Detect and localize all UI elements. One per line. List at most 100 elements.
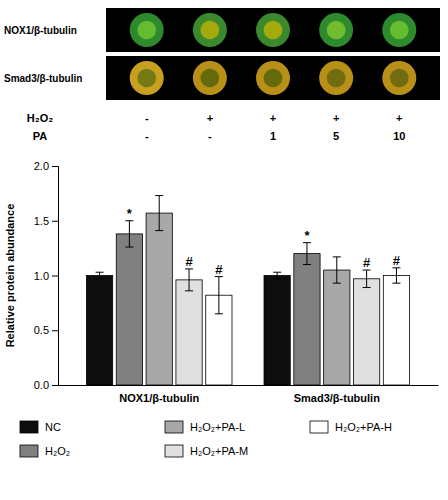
blot-band-inner xyxy=(327,21,346,40)
legend-label: H₂O₂ xyxy=(45,445,70,457)
significance-marker: * xyxy=(304,228,310,243)
bar xyxy=(353,279,379,385)
legend-label: H₂O₂+PA-M xyxy=(190,445,248,457)
legend-swatch xyxy=(165,421,183,433)
legend-item: H₂O₂ xyxy=(20,445,70,457)
blot-band-inner xyxy=(327,69,346,88)
blot-band-inner xyxy=(390,21,409,40)
bar xyxy=(176,280,202,385)
y-tick-mark xyxy=(52,276,58,277)
blot-row-label: Smad3/β-tubulin xyxy=(4,73,82,84)
blot-band-outer xyxy=(130,13,164,47)
treatment-value: 1 xyxy=(270,130,276,142)
treatment-value: 5 xyxy=(333,130,339,142)
error-bar xyxy=(303,243,311,265)
treatment-value: - xyxy=(208,130,212,142)
error-bar xyxy=(185,269,193,291)
treatment-label: PA xyxy=(33,130,48,142)
y-axis-title: Relative protein abundance xyxy=(4,204,16,348)
y-tick-label: 1.0 xyxy=(34,270,49,282)
significance-marker: * xyxy=(127,206,133,221)
y-tick-label: 0.5 xyxy=(34,324,49,336)
chart: NOX1/β-tubulinSmad3/β-tubulinH₂O₂-++++PA… xyxy=(0,0,448,500)
treatment-value: - xyxy=(145,112,149,124)
y-tick-mark xyxy=(52,221,58,222)
error-bar xyxy=(125,221,133,247)
error-bar xyxy=(96,272,104,279)
legend-swatch xyxy=(20,445,38,457)
bar xyxy=(383,276,409,386)
y-tick-mark xyxy=(52,330,58,331)
y-axis-line xyxy=(52,167,59,386)
legend-item: H₂O₂+PA-H xyxy=(310,421,392,433)
blot-band-outer xyxy=(193,13,227,47)
bar xyxy=(86,276,112,386)
error-bar xyxy=(333,257,341,283)
bar xyxy=(116,234,142,385)
legend-item: H₂O₂+PA-L xyxy=(165,421,245,433)
y-tick-mark xyxy=(52,166,58,167)
y-tick-label: 0.0 xyxy=(34,379,49,391)
legend-label: H₂O₂+PA-H xyxy=(335,421,392,433)
blot-band-outer xyxy=(256,61,290,95)
treatment-value: + xyxy=(270,112,276,124)
blot-band-outer xyxy=(382,13,416,47)
error-bar xyxy=(392,268,400,283)
bar xyxy=(264,276,290,386)
blot-band-outer xyxy=(382,61,416,95)
blot-panel: NOX1/β-tubulin Smad3/β-tubulin xyxy=(4,8,440,100)
legend-swatch xyxy=(165,445,183,457)
treatment-value: 10 xyxy=(393,130,405,142)
y-tick: 0.5 xyxy=(34,324,58,336)
y-tick: 1.0 xyxy=(34,270,58,282)
blot-band-inner xyxy=(264,21,283,40)
blot-band-inner xyxy=(264,69,283,88)
blot-band-inner xyxy=(201,21,220,40)
annotations: * # # * # # xyxy=(127,206,401,277)
significance-marker: # xyxy=(215,262,223,277)
y-tick: 0.0 xyxy=(34,379,58,391)
blot-band-outer xyxy=(319,13,353,47)
significance-marker: # xyxy=(363,255,371,270)
y-tick: 2.0 xyxy=(34,160,58,172)
error-bar xyxy=(155,196,163,231)
y-tick-mark xyxy=(52,385,58,386)
treatment-label: H₂O₂ xyxy=(27,112,53,124)
x-tick: NOX1/β-tubulin xyxy=(119,392,199,404)
blot-band-outer xyxy=(256,13,290,47)
legend-item: H₂O₂+PA-M xyxy=(165,445,248,457)
y-tick: 1.5 xyxy=(34,215,58,227)
legend-label: NC xyxy=(45,421,61,433)
blot-row-label: NOX1/β-tubulin xyxy=(4,25,77,36)
blot-band-outer xyxy=(130,61,164,95)
error-bar xyxy=(215,277,223,314)
y-tick-label: 1.5 xyxy=(34,215,49,227)
bar xyxy=(146,213,172,385)
legend-item: NC xyxy=(20,421,61,433)
plot-area xyxy=(86,196,409,385)
treatment-panel: H₂O₂-++++PA--1510 xyxy=(27,112,406,142)
x-axis: NOX1/β-tubulin Smad3/β-tubulin xyxy=(59,386,439,404)
significance-marker: # xyxy=(185,254,193,269)
blot-band-outer xyxy=(319,61,353,95)
blot-strip xyxy=(106,8,440,52)
y-axis: 0.0 0.5 1.0 1.5 2.0 xyxy=(34,160,59,391)
legend: NC H₂O₂ H₂O₂+PA-L H₂O₂+PA-M H₂O₂+PA-H xyxy=(20,421,392,457)
error-bar xyxy=(363,270,371,288)
blot-band-inner xyxy=(201,69,220,88)
treatment-value: - xyxy=(145,130,149,142)
x-axis-line xyxy=(59,385,439,386)
blot-band-outer xyxy=(193,61,227,95)
x-tick-label: Smad3/β-tubulin xyxy=(294,392,380,404)
treatment-value: + xyxy=(333,112,339,124)
blot-band-inner xyxy=(137,21,156,40)
bar xyxy=(324,270,350,385)
blot-band-inner xyxy=(137,69,156,88)
blot-strip xyxy=(106,56,440,100)
y-tick-label: 2.0 xyxy=(34,160,49,172)
bar xyxy=(294,254,320,385)
legend-label: H₂O₂+PA-L xyxy=(190,421,245,433)
x-tick: Smad3/β-tubulin xyxy=(294,392,380,404)
significance-marker: # xyxy=(393,253,401,268)
error-bar xyxy=(273,272,281,279)
